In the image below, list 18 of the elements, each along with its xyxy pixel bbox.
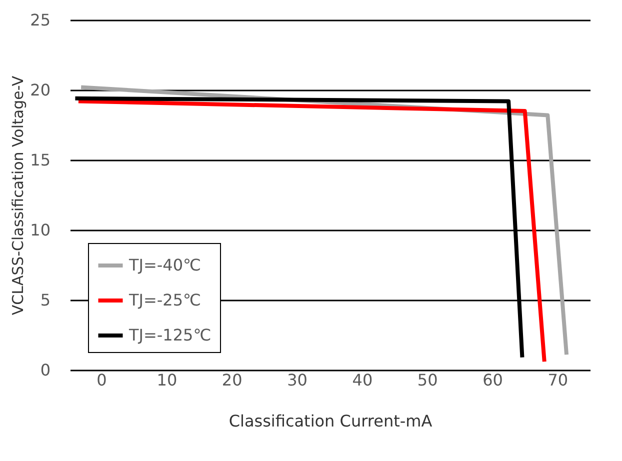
legend-label: TJ=-125℃: [128, 326, 212, 344]
legend-label: TJ=-25℃: [128, 290, 201, 310]
y-tick-label: 5: [40, 290, 50, 310]
x-tick-label: 20: [222, 370, 242, 390]
y-tick-label: 20: [30, 80, 50, 100]
y-axis-title: VCLASS-Classification Voltage-V: [9, 75, 28, 316]
legend-label: TJ=-40℃: [128, 256, 201, 274]
y-tick-label: 15: [30, 150, 50, 170]
x-tick-label: 50: [417, 370, 438, 390]
x-tick-label: 30: [287, 370, 308, 390]
x-tick-label: 10: [156, 370, 178, 390]
x-axis-title: Classification Current-mA: [228, 412, 432, 430]
x-tick-label: 40: [352, 370, 373, 390]
x-tick-label: 0: [96, 370, 107, 390]
y-tick-label: 10: [30, 220, 50, 240]
y-tick-label: 25: [30, 10, 50, 30]
x-tick-label: 70: [548, 370, 568, 390]
x-tick-label: 60: [482, 370, 503, 390]
